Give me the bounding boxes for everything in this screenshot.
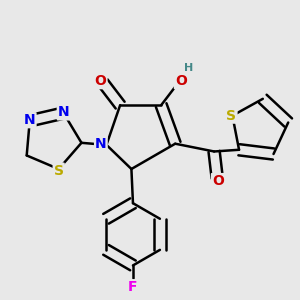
Text: N: N <box>24 113 35 127</box>
Text: N: N <box>58 105 69 119</box>
Text: F: F <box>128 280 138 294</box>
Text: S: S <box>226 109 236 123</box>
Text: S: S <box>54 164 64 178</box>
Text: O: O <box>212 174 224 188</box>
Text: H: H <box>184 63 193 73</box>
Text: O: O <box>94 74 106 88</box>
Text: O: O <box>175 74 187 88</box>
Text: N: N <box>95 137 107 151</box>
